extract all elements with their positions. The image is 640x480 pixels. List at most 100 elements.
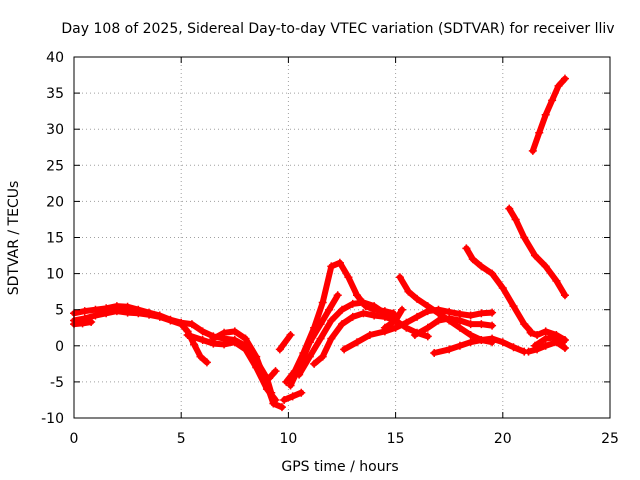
series-sat-r [462, 244, 535, 336]
series-sat-l [310, 309, 432, 368]
data-point-marker [230, 327, 239, 336]
data-point-marker [423, 332, 432, 341]
series-line [532, 334, 566, 349]
data-point-marker [327, 334, 336, 343]
data-point-marker [78, 319, 87, 328]
y-tick-label: 5 [55, 303, 64, 319]
data-point-marker [445, 314, 454, 323]
series-sat-h [280, 388, 306, 404]
data-point-marker [202, 358, 211, 367]
y-tick-label: -10 [41, 411, 64, 427]
data-point-marker [134, 309, 143, 318]
axis-ticks [73, 56, 611, 419]
data-point-marker [190, 340, 199, 349]
data-point-marker [434, 316, 443, 325]
data-point-marker [241, 334, 250, 343]
data-point-marker [477, 320, 486, 329]
data-point-marker [505, 204, 514, 213]
data-point-marker [198, 336, 207, 345]
data-point-marker [528, 146, 537, 155]
data-point-marker [413, 312, 422, 321]
data-point-marker [187, 320, 196, 329]
data-point-marker [541, 262, 550, 271]
data-point-marker [488, 269, 497, 278]
chart-title: Day 108 of 2025, Sidereal Day-to-day VTE… [61, 21, 614, 37]
series-sat-e [209, 327, 286, 412]
data-point-marker [455, 316, 464, 325]
data-point-marker [541, 341, 550, 350]
y-tick-label: 35 [46, 86, 64, 102]
y-axis-label: SDTVAR / TECUs [6, 181, 22, 296]
series-line [287, 292, 341, 389]
series-line [276, 332, 294, 353]
x-tick-label: 25 [601, 431, 619, 447]
data-point-marker [271, 367, 280, 376]
data-point-marker [327, 316, 336, 325]
data-point-marker [370, 302, 379, 311]
data-point-marker [488, 334, 497, 343]
data-point-marker [423, 323, 432, 332]
data-point-marker [498, 338, 507, 347]
data-point-marker [410, 330, 419, 339]
data-point-marker [477, 309, 486, 318]
data-point-marker [295, 370, 304, 379]
data-point-marker [338, 320, 346, 329]
data-point-marker [560, 74, 569, 83]
data-point-marker [466, 330, 475, 339]
data-point-marker [552, 276, 561, 285]
data-point-marker [305, 352, 314, 361]
data-point-marker [277, 403, 286, 412]
data-point-marker [112, 307, 121, 316]
data-point-marker [91, 311, 100, 320]
data-point-marker [430, 349, 439, 358]
x-axis-label: GPS time / hours [281, 459, 398, 475]
data-point-marker [477, 262, 486, 271]
data-point-marker [455, 323, 464, 332]
data-point-marker [413, 294, 422, 303]
data-point-marker [220, 340, 229, 349]
data-point-marker [318, 298, 327, 307]
data-point-marker [466, 311, 475, 320]
data-point-marker [395, 273, 404, 282]
data-point-marker [359, 298, 368, 307]
data-point-marker [166, 316, 175, 325]
data-point-marker [241, 345, 250, 354]
data-series-layer [70, 74, 569, 412]
data-point-marker [340, 345, 349, 354]
data-point-marker [455, 341, 464, 350]
y-tick-label: 25 [46, 158, 64, 174]
data-point-marker [344, 273, 353, 282]
data-point-marker [280, 395, 289, 404]
data-point-marker [520, 233, 529, 242]
data-point-marker [265, 374, 274, 383]
data-point-marker [560, 343, 569, 352]
data-point-marker [533, 330, 542, 339]
data-point-marker [318, 352, 327, 361]
data-point-marker [560, 291, 569, 300]
data-point-marker [145, 310, 154, 319]
data-point-marker [380, 312, 389, 321]
data-point-marker [530, 341, 539, 350]
data-point-marker [462, 244, 471, 253]
y-tick-labels: -10 -5 0 5 10 15 20 25 30 35 40 [41, 50, 64, 427]
data-point-marker [198, 327, 207, 336]
data-point-marker [466, 338, 475, 347]
series-sat-n [380, 305, 407, 332]
data-point-marker [530, 251, 539, 260]
data-point-marker [548, 96, 557, 105]
data-point-marker [509, 343, 518, 352]
data-point-marker [209, 334, 218, 343]
series-line [529, 75, 568, 154]
data-point-marker [269, 399, 278, 408]
data-point-marker [316, 320, 325, 329]
data-point-marker [445, 345, 454, 354]
series-sat-q [430, 334, 529, 358]
data-point-marker [310, 359, 319, 368]
data-point-marker [297, 388, 306, 397]
data-point-marker [102, 309, 111, 318]
x-tick-label: 10 [279, 431, 297, 447]
data-point-marker [196, 352, 205, 361]
data-point-marker [380, 323, 389, 332]
data-point-marker [402, 318, 411, 327]
